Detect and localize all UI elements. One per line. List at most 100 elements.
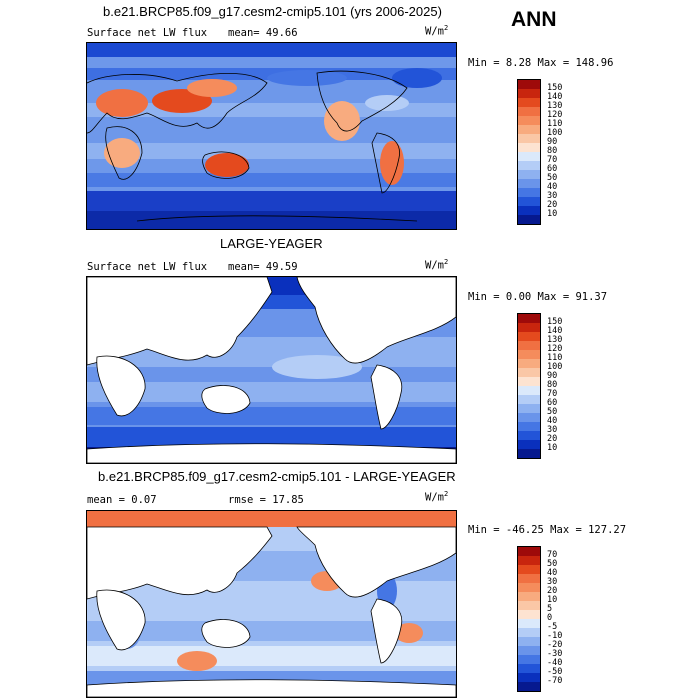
panel2-cbar-tick: 30 xyxy=(547,425,558,435)
panel2-map-canvas xyxy=(87,277,456,463)
panel2-cbar-box-9 xyxy=(518,386,540,395)
panel1-cbar-tick: 10 xyxy=(547,209,558,219)
panel3-title: b.e21.BRCP85.f09_g17.cesm2-cmip5.101 - L… xyxy=(98,469,456,484)
panel3-cbar-box-4 xyxy=(518,574,540,583)
panel2-units: W/m2 xyxy=(425,258,449,272)
panel3-cbar-tick: 30 xyxy=(547,577,558,587)
panel1-cbar-box-11 xyxy=(518,170,540,179)
panel3-rmse-label: rmse = 17.85 xyxy=(228,494,304,506)
panel3-cbar-tick: 70 xyxy=(547,550,558,560)
panel2-cbar-box-16 xyxy=(518,449,540,458)
panel1-cbar-box-14 xyxy=(518,197,540,206)
panel2-cbar-tick: 130 xyxy=(547,335,563,345)
panel3-cbar-box-15 xyxy=(518,673,540,682)
panel3-cbar-box-14 xyxy=(518,664,540,673)
panel1-cbar-box-16 xyxy=(518,215,540,224)
panel3-cbar-box-7 xyxy=(518,601,540,610)
panel1-cbar-box-12 xyxy=(518,179,540,188)
panel2-cbar-box-6 xyxy=(518,359,540,368)
panel1-cbar-box-15 xyxy=(518,206,540,215)
panel3-colorbar xyxy=(517,546,541,692)
panel1-cbar-box-4 xyxy=(518,107,540,116)
panel2-colorbar xyxy=(517,313,541,459)
panel2-cbar-tick: 40 xyxy=(547,416,558,426)
panel3-cbar-box-6 xyxy=(518,592,540,601)
panel2-cbar-box-4 xyxy=(518,341,540,350)
panel2-cbar-tick: 60 xyxy=(547,398,558,408)
panel3-map xyxy=(86,510,457,698)
panel3-cbar-box-10 xyxy=(518,628,540,637)
panel2-cbar-box-5 xyxy=(518,350,540,359)
panel2-cbar-box-15 xyxy=(518,440,540,449)
panel2-cbar-box-11 xyxy=(518,404,540,413)
panel2-cbar-tick: 80 xyxy=(547,380,558,390)
panel3-cbar-tick: 50 xyxy=(547,559,558,569)
panel2-cbar-tick: 120 xyxy=(547,344,563,354)
panel2-cbar-tick: 20 xyxy=(547,434,558,444)
panel2-cbar-tick: 50 xyxy=(547,407,558,417)
panel3-cbar-box-5 xyxy=(518,583,540,592)
panel2-cbar-tick: 100 xyxy=(547,362,563,372)
panel1-units: W/m2 xyxy=(425,24,449,38)
panel2-cbar-tick: 70 xyxy=(547,389,558,399)
panel1-cbar-box-2 xyxy=(518,89,540,98)
panel2-title: LARGE-YEAGER xyxy=(220,236,323,251)
panel3-cbar-box-16 xyxy=(518,682,540,691)
panel1-cbar-tick: 120 xyxy=(547,110,563,120)
panel3-map-canvas xyxy=(87,511,456,697)
panel2-cbar-tick: 140 xyxy=(547,326,563,336)
panel2-minmax: Min = 0.00 Max = 91.37 xyxy=(468,291,608,303)
panel3-cbar-tick: -40 xyxy=(547,658,563,668)
season-label: ANN xyxy=(511,8,557,31)
panel3-cbar-box-12 xyxy=(518,646,540,655)
panel1-map-canvas xyxy=(87,43,456,229)
panel1-cbar-tick: 140 xyxy=(547,92,563,102)
panel1-cbar-tick: 30 xyxy=(547,191,558,201)
panel2-map xyxy=(86,276,457,464)
panel3-cbar-tick: -20 xyxy=(547,640,563,650)
panel3-cbar-tick: -5 xyxy=(547,622,558,632)
panel3-cbar-box-3 xyxy=(518,565,540,574)
panel2-cbar-tick: 110 xyxy=(547,353,563,363)
panel1-cbar-box-7 xyxy=(518,134,540,143)
panel1-cbar-tick: 150 xyxy=(547,83,563,93)
panel3-cbar-tick: 0 xyxy=(547,613,553,623)
panel1-cbar-tick: 40 xyxy=(547,182,558,192)
panel2-cbar-box-1 xyxy=(518,314,540,323)
panel2-cbar-box-8 xyxy=(518,377,540,386)
panel1-cbar-tick: 20 xyxy=(547,200,558,210)
panel1-title: b.e21.BRCP85.f09_g17.cesm2-cmip5.101 (yr… xyxy=(103,4,442,19)
panel3-cbar-tick: 10 xyxy=(547,595,558,605)
panel3-cbar-tick: -30 xyxy=(547,649,563,659)
panel2-cbar-tick: 90 xyxy=(547,371,558,381)
panel1-cbar-tick: 70 xyxy=(547,155,558,165)
panel2-cbar-box-2 xyxy=(518,323,540,332)
panel1-cbar-box-1 xyxy=(518,80,540,89)
panel1-map xyxy=(86,42,457,230)
panel3-cbar-tick: -70 xyxy=(547,676,563,686)
panel1-cbar-tick: 60 xyxy=(547,164,558,174)
panel1-cbar-box-9 xyxy=(518,152,540,161)
panel2-cbar-box-14 xyxy=(518,431,540,440)
panel2-mean-label: mean= 49.59 xyxy=(228,261,298,273)
panel2-cbar-box-13 xyxy=(518,422,540,431)
panel1-cbar-tick: 110 xyxy=(547,119,563,129)
panel3-cbar-box-11 xyxy=(518,637,540,646)
panel1-cbar-tick: 100 xyxy=(547,128,563,138)
panel3-cbar-box-1 xyxy=(518,547,540,556)
panel3-cbar-tick: -10 xyxy=(547,631,563,641)
panel3-cbar-tick: 5 xyxy=(547,604,553,614)
panel2-cbar-tick: 150 xyxy=(547,317,563,327)
panel1-cbar-box-8 xyxy=(518,143,540,152)
panel2-cbar-box-12 xyxy=(518,413,540,422)
panel1-cbar-box-3 xyxy=(518,98,540,107)
panel3-cbar-box-9 xyxy=(518,619,540,628)
panel2-cbar-tick: 10 xyxy=(547,443,558,453)
panel1-cbar-box-6 xyxy=(518,125,540,134)
panel1-colorbar xyxy=(517,79,541,225)
panel1-cbar-tick: 80 xyxy=(547,146,558,156)
panel1-cbar-box-5 xyxy=(518,116,540,125)
panel2-cbar-box-3 xyxy=(518,332,540,341)
panel3-cbar-tick: 20 xyxy=(547,586,558,596)
panel1-cbar-box-13 xyxy=(518,188,540,197)
